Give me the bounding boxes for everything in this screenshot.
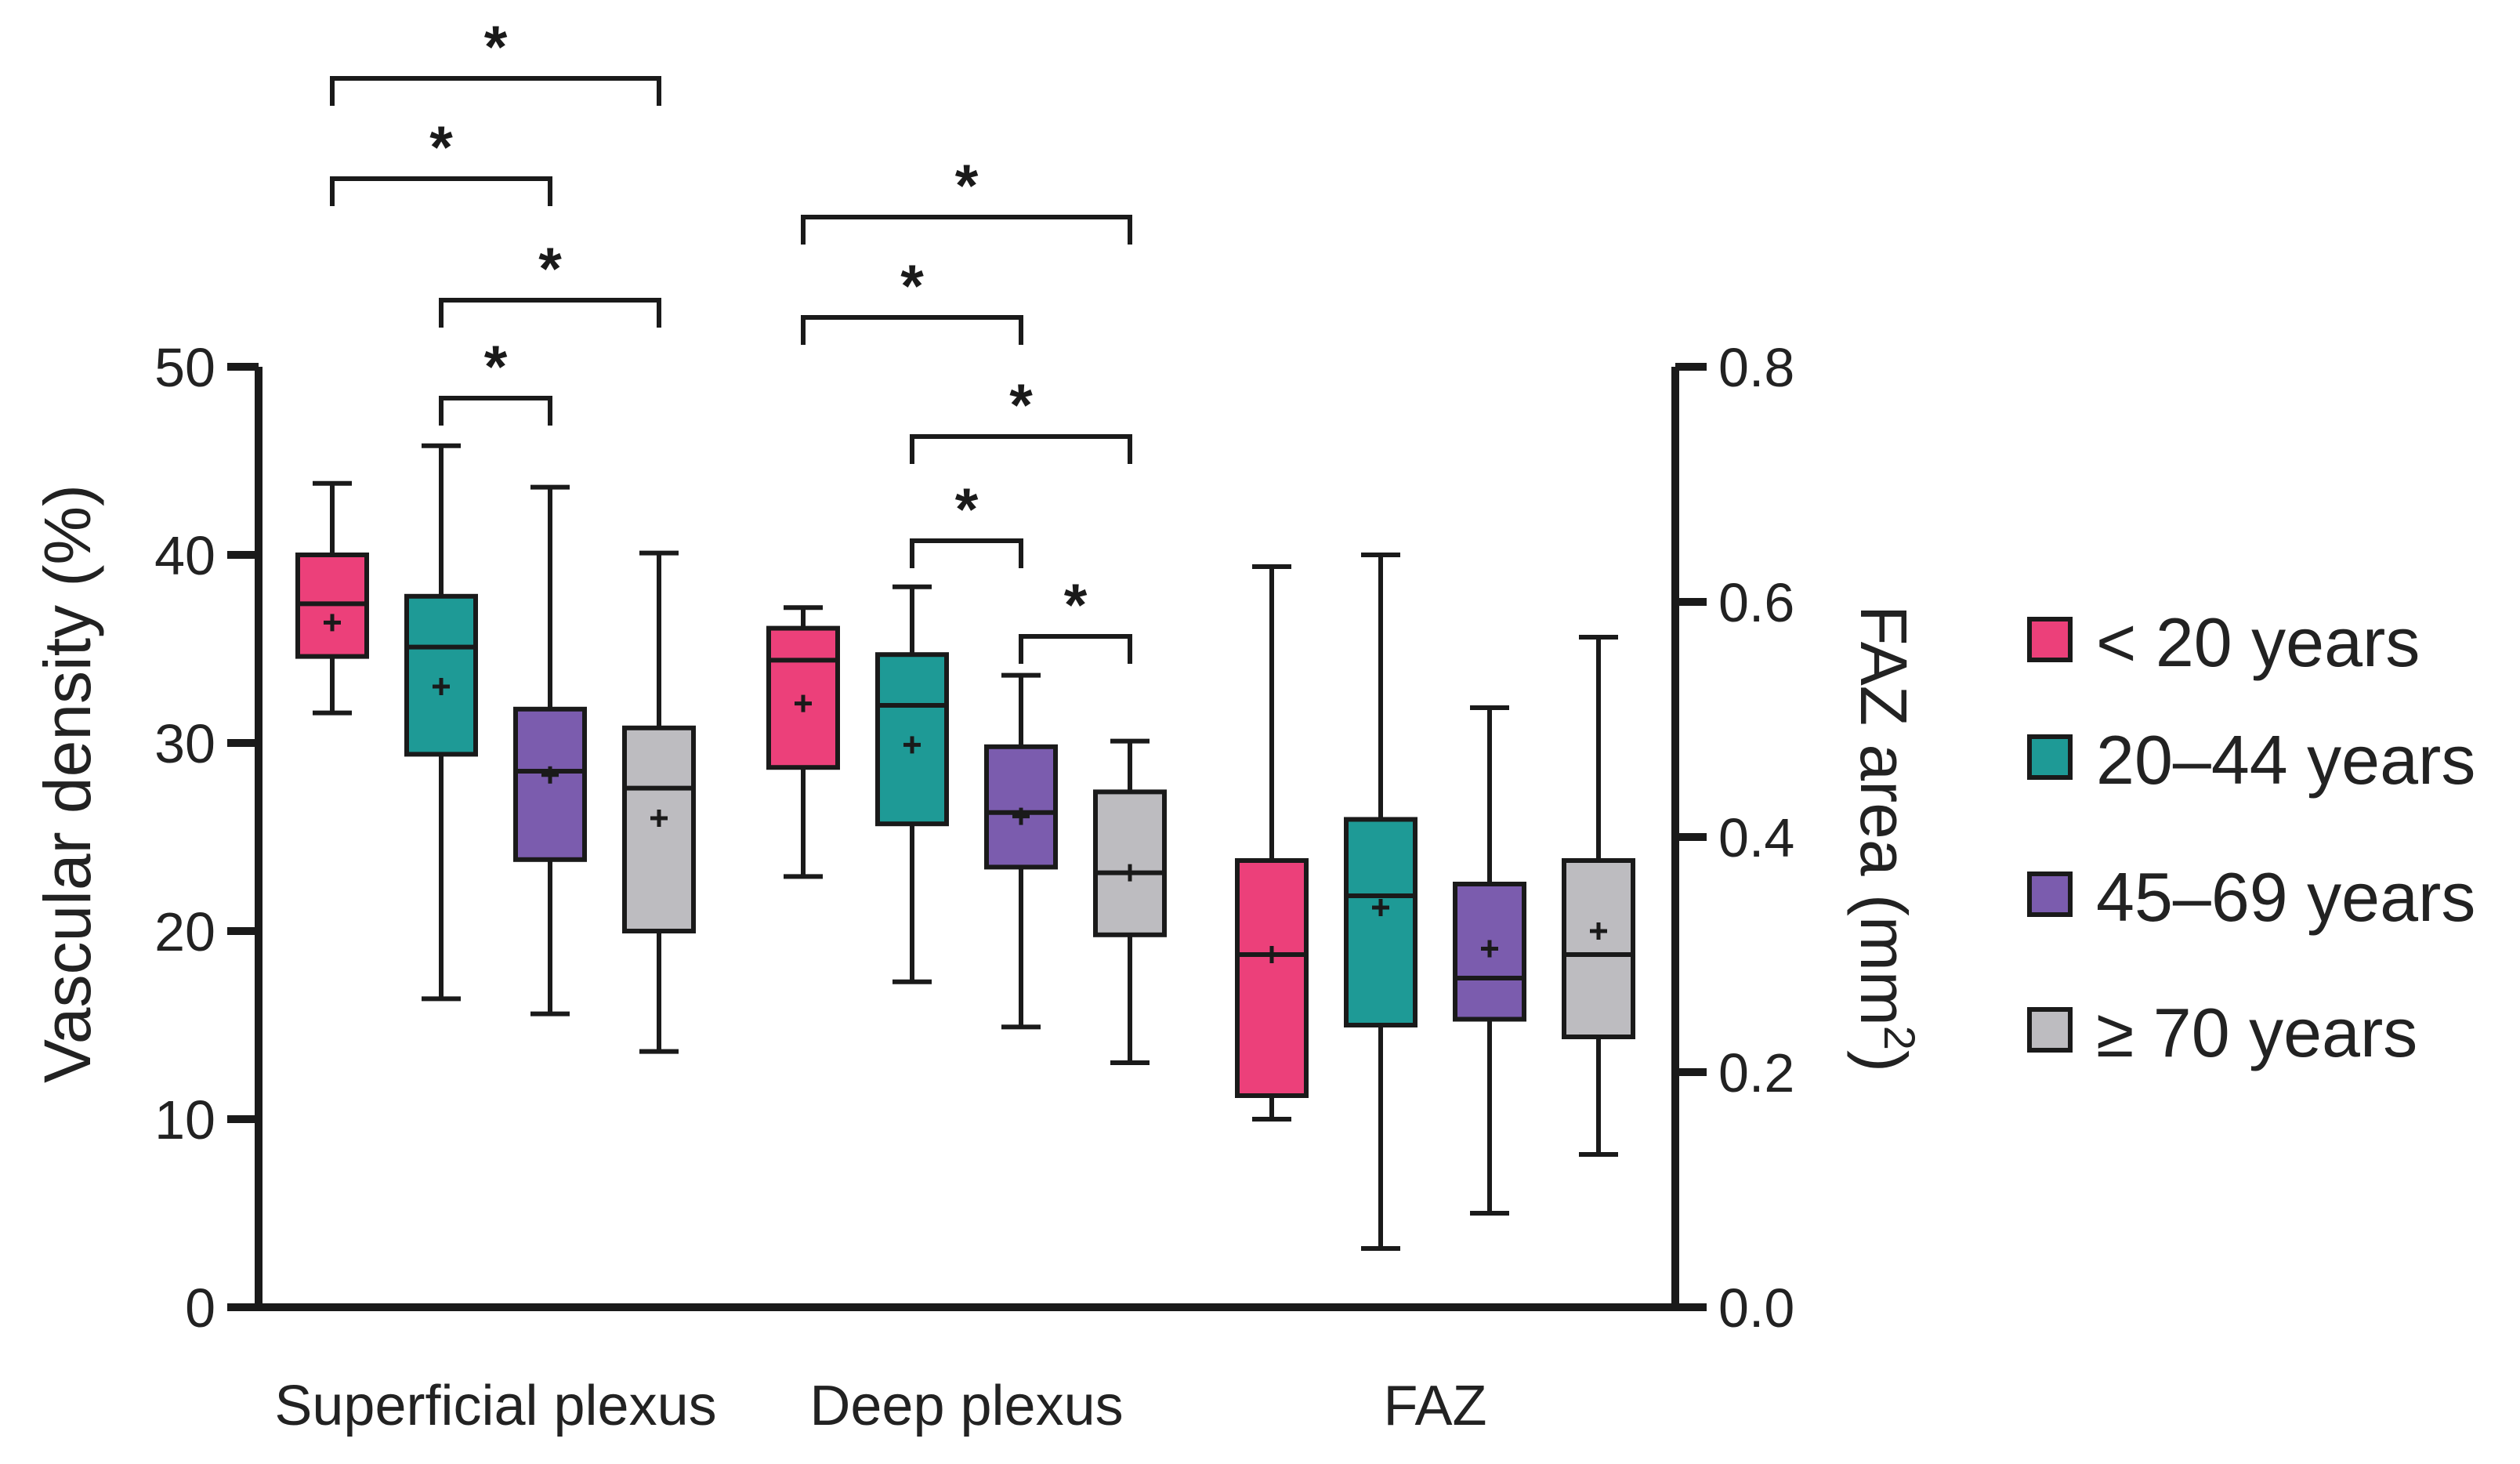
right-axis-tick-label: 0.4 [1718, 807, 1794, 868]
box-plot [513, 484, 587, 1016]
left-axis-tick-label: 40 [154, 525, 215, 586]
significance-bracket [330, 176, 552, 206]
group-label: Superficial plexus [274, 1375, 716, 1437]
box-plot [1093, 738, 1167, 1065]
significance-bracket [1019, 634, 1132, 664]
significance-brackets: * * * * * * * * * [330, 14, 1132, 664]
significance-bracket [910, 538, 1023, 568]
left-axis-tick-label: 10 [154, 1089, 215, 1151]
significance-marker: * [955, 477, 979, 543]
box-plot [766, 605, 840, 879]
box [1093, 789, 1167, 937]
legend-swatch [2027, 1007, 2073, 1053]
box [404, 593, 478, 757]
box-plot [875, 584, 949, 984]
box-series [295, 443, 1635, 1251]
box-plot [295, 480, 369, 716]
significance-marker: * [900, 253, 924, 320]
right-axis-tick-label: 0.0 [1718, 1277, 1794, 1339]
box-plot [404, 443, 478, 1002]
axes: 0 10 20 30 40 50 0.0 0.2 0.4 0.6 0.8 Superficial pl… [154, 337, 1794, 1437]
significance-marker: * [955, 153, 979, 219]
legend-swatch [2027, 617, 2073, 662]
significance-bracket [439, 396, 552, 426]
legend-swatch [2027, 734, 2073, 780]
right-axis-tick-label: 0.6 [1718, 572, 1794, 633]
legend: < 20 years 20–44 years 45–69 years ≥ 70 yea… [2027, 603, 2475, 1071]
right-axis-title-end: ) [1847, 1050, 1921, 1072]
significance-bracket [801, 315, 1023, 345]
significance-marker: * [429, 114, 453, 181]
legend-swatch [2027, 872, 2073, 917]
box [984, 744, 1058, 870]
significance-marker: * [484, 334, 508, 400]
legend-label: ≥ 70 years [2096, 994, 2417, 1071]
box [513, 706, 587, 862]
box-plot [1453, 705, 1526, 1216]
left-axis-tick-label: 50 [154, 337, 215, 398]
significance-bracket [801, 215, 1132, 245]
left-axis-tick-label: 0 [185, 1277, 215, 1339]
significance-marker: * [1064, 572, 1088, 639]
significance-bracket [439, 298, 661, 328]
group-label: Deep plexus [809, 1375, 1123, 1437]
legend-label: 45–69 years [2096, 858, 2475, 936]
box [1562, 858, 1635, 1039]
right-axis-title-superscript: 2 [1875, 1026, 1924, 1050]
right-axis-title-main: FAZ area (mm [1847, 605, 1921, 1026]
box [1235, 858, 1309, 1098]
significance-bracket [910, 434, 1132, 464]
right-axis-tick-label: 0.8 [1718, 337, 1794, 398]
box [622, 725, 696, 933]
legend-label: 20–44 years [2096, 721, 2475, 799]
box-plot [1562, 635, 1635, 1157]
left-axis-tick-label: 20 [154, 901, 215, 962]
group-label: FAZ [1383, 1375, 1486, 1437]
box [1344, 817, 1418, 1027]
left-axis-tick-label: 30 [154, 713, 215, 774]
left-axis-title: Vascular density (%) [31, 484, 104, 1083]
right-axis-title: FAZ area (mm2) [1847, 605, 1924, 1072]
significance-marker: * [1009, 372, 1033, 439]
box-plot [1344, 553, 1418, 1251]
significance-bracket [330, 76, 661, 106]
right-axis-tick-label: 0.2 [1718, 1042, 1794, 1103]
box-plot [1235, 564, 1309, 1122]
box-plot [622, 550, 696, 1054]
legend-label: < 20 years [2096, 603, 2420, 681]
box-plot [984, 672, 1058, 1030]
significance-marker: * [484, 14, 508, 81]
significance-marker: * [538, 236, 562, 303]
